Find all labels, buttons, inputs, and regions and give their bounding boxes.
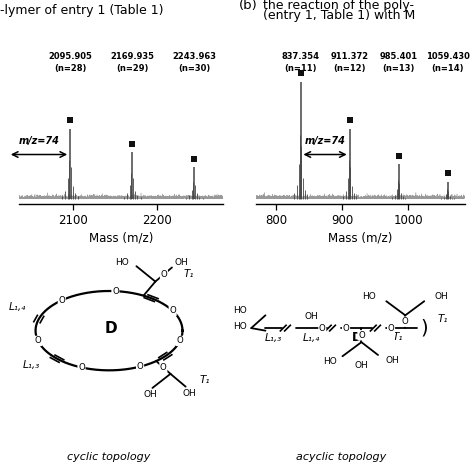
Text: (n=14): (n=14) [431, 64, 464, 73]
Text: cyclic topology: cyclic topology [67, 452, 151, 462]
Text: O: O [160, 363, 167, 372]
Text: HO: HO [116, 258, 129, 267]
X-axis label: Mass (m/z): Mass (m/z) [328, 231, 392, 245]
Text: -lymer of entry 1 (Table 1): -lymer of entry 1 (Table 1) [0, 4, 164, 17]
Text: T₁: T₁ [200, 375, 210, 385]
Text: 2169.935: 2169.935 [110, 52, 154, 61]
Text: 911.372: 911.372 [330, 52, 369, 61]
Text: HO: HO [233, 321, 246, 330]
Text: O: O [177, 337, 183, 346]
Text: m/z=74: m/z=74 [18, 137, 59, 146]
Text: HO: HO [362, 292, 376, 301]
Text: O: O [35, 337, 41, 346]
Text: O: O [319, 324, 326, 333]
Text: acyclic topology: acyclic topology [296, 452, 386, 462]
Text: 837.354: 837.354 [282, 52, 319, 61]
Text: 1059.430: 1059.430 [426, 52, 470, 61]
Text: OH: OH [435, 292, 448, 301]
Text: O: O [388, 324, 394, 333]
Text: HO: HO [233, 306, 246, 315]
Text: L₁,₃: L₁,₃ [265, 333, 283, 343]
Text: 2095.905: 2095.905 [48, 52, 92, 61]
Text: O: O [112, 287, 119, 296]
Text: (n=28): (n=28) [54, 64, 86, 73]
Text: L₁,₄: L₁,₄ [303, 333, 320, 343]
Text: m/z=74: m/z=74 [305, 137, 346, 146]
Text: D: D [352, 331, 362, 344]
Text: (b): (b) [239, 0, 258, 12]
Text: 2243.963: 2243.963 [172, 52, 216, 61]
Text: OH: OH [385, 356, 399, 365]
Text: T₁: T₁ [393, 332, 403, 342]
Text: OH: OH [305, 312, 319, 321]
Text: O: O [58, 296, 65, 305]
Text: HO: HO [323, 357, 337, 366]
Text: O: O [161, 270, 167, 279]
Text: O: O [358, 331, 365, 340]
Text: the reaction of the poly-: the reaction of the poly- [263, 0, 414, 12]
Text: 985.401: 985.401 [380, 52, 418, 61]
Text: OH: OH [355, 361, 368, 370]
Text: OH: OH [182, 389, 196, 398]
Text: ): ) [420, 319, 428, 337]
Text: OH: OH [144, 390, 157, 399]
Text: (n=11): (n=11) [284, 64, 317, 73]
Text: O: O [343, 324, 349, 333]
Text: (n=29): (n=29) [116, 64, 148, 73]
Text: O: O [402, 317, 409, 326]
Text: (n=13): (n=13) [383, 64, 415, 73]
Text: L₁,₄: L₁,₄ [9, 301, 26, 311]
Text: L₁,₃: L₁,₃ [23, 360, 40, 370]
X-axis label: Mass (m/z): Mass (m/z) [89, 231, 153, 245]
Text: (n=30): (n=30) [178, 64, 210, 73]
Text: O: O [78, 363, 85, 372]
Text: T₁: T₁ [438, 314, 448, 324]
Text: D: D [105, 320, 118, 336]
Text: OH: OH [174, 258, 188, 267]
Text: (entry 1, Table 1) with M: (entry 1, Table 1) with M [263, 9, 415, 22]
Text: T₁: T₁ [183, 269, 194, 279]
Text: (n=12): (n=12) [333, 64, 366, 73]
Text: O: O [137, 362, 144, 371]
Text: O: O [169, 306, 176, 315]
